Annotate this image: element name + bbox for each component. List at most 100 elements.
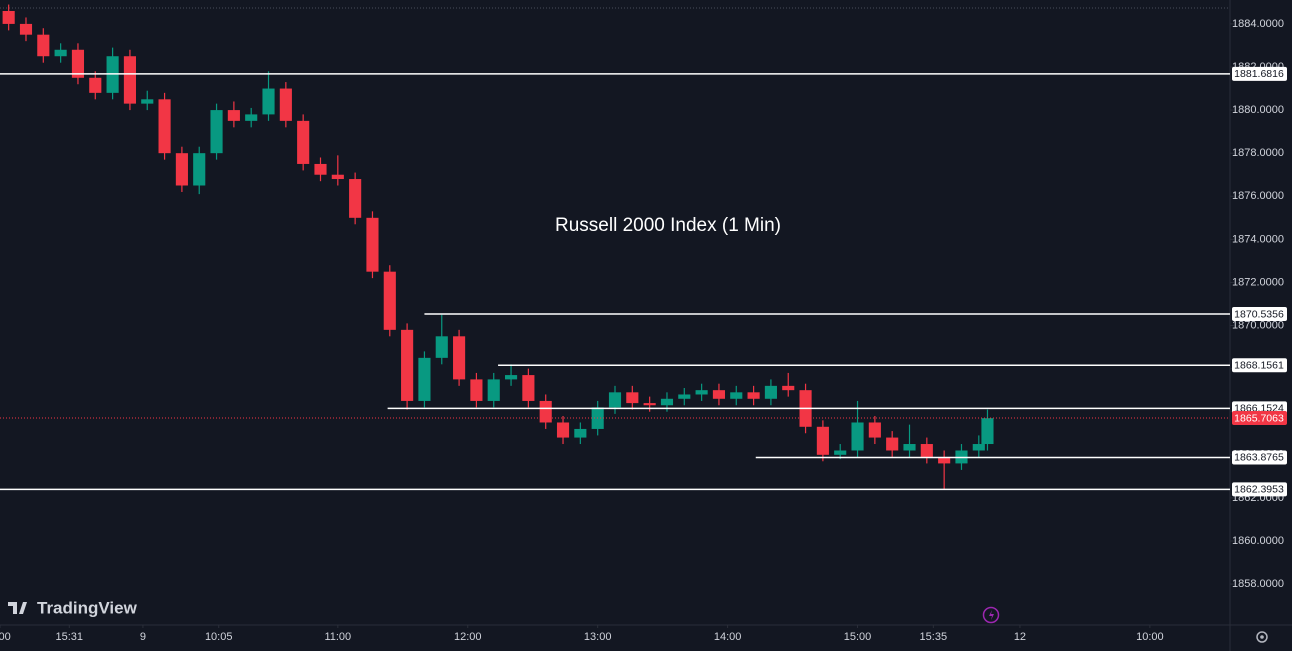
candle-body xyxy=(920,444,933,457)
level-label: 1881.6816 xyxy=(1234,68,1284,80)
candle-body xyxy=(331,174,344,180)
candle-body xyxy=(193,153,206,186)
candle-body xyxy=(764,385,777,399)
candle-body xyxy=(678,394,691,399)
y-tick-label: 1860.0000 xyxy=(1232,535,1284,547)
x-tick-label: 13:00 xyxy=(584,631,612,643)
candle-body xyxy=(981,418,994,445)
candle-body xyxy=(158,99,171,154)
chart-title: Russell 2000 Index (1 Min) xyxy=(555,215,781,236)
candle-body xyxy=(54,49,67,57)
candle-body xyxy=(123,56,136,104)
candle-body xyxy=(608,392,622,408)
candle-body xyxy=(660,398,674,406)
candle-body xyxy=(782,385,795,391)
y-tick-label: 1872.0000 xyxy=(1232,276,1284,288)
y-tick-label: 1884.0000 xyxy=(1232,18,1284,30)
replay-icon[interactable] xyxy=(982,606,1000,624)
candle-body xyxy=(834,450,847,455)
y-tick-label: 1878.0000 xyxy=(1232,147,1284,159)
settings-hub[interactable] xyxy=(1260,635,1264,639)
candle-body xyxy=(972,444,985,451)
candle-body xyxy=(210,110,223,154)
candle-body xyxy=(712,390,726,399)
candle-body xyxy=(816,426,829,455)
candle-body xyxy=(730,392,743,399)
level-label-box xyxy=(1232,358,1287,373)
logo: TradingView xyxy=(8,598,138,617)
x-tick-label: 15:35 xyxy=(920,631,948,643)
candle-body xyxy=(626,392,639,404)
candle-body xyxy=(643,403,656,406)
candle-body xyxy=(366,217,379,272)
x-tick-label: 10:00 xyxy=(1136,631,1164,643)
current-price-label: 1865.7063 xyxy=(1234,412,1284,424)
candle-body xyxy=(886,437,899,451)
candle-body xyxy=(574,428,587,438)
watermark: TradingView xyxy=(37,598,138,617)
x-tick-label: 15:00 xyxy=(844,631,872,643)
current-price-box xyxy=(1232,411,1287,426)
level-label: 1870.5356 xyxy=(1234,308,1284,320)
y-tick-label: 1870.0000 xyxy=(1232,319,1284,331)
candle-body xyxy=(418,357,431,401)
x-tick-label: 15:31 xyxy=(56,631,84,643)
replay-bolt[interactable] xyxy=(989,610,994,620)
x-tick-label: 12 xyxy=(1014,631,1026,643)
candle-body xyxy=(19,23,33,35)
candle-body xyxy=(487,379,500,401)
candle-body xyxy=(89,77,102,93)
level-label: 1868.1561 xyxy=(1234,360,1284,372)
x-tick-label: 12:00 xyxy=(454,631,482,643)
x-tick-label: 9 xyxy=(140,631,146,643)
candle-body xyxy=(522,375,535,401)
candle-body xyxy=(539,400,552,423)
candle-body xyxy=(695,390,708,395)
y-tick-label: 1874.0000 xyxy=(1232,233,1284,245)
candle-body xyxy=(227,110,240,121)
level-label-box xyxy=(1232,450,1287,465)
candle-body xyxy=(851,422,864,451)
candle-body xyxy=(470,379,483,401)
candle-body xyxy=(453,336,466,380)
candle-body xyxy=(401,329,414,401)
logo-icon xyxy=(8,602,27,614)
candle-body xyxy=(868,422,881,438)
y-tick-label: 1858.0000 xyxy=(1232,578,1284,590)
y-tick-label: 1876.0000 xyxy=(1232,190,1284,202)
candle-body xyxy=(279,88,292,121)
candle-body xyxy=(141,99,154,104)
candle-body xyxy=(245,114,258,121)
candle-body xyxy=(938,456,951,464)
y-tick-label: 1880.0000 xyxy=(1232,104,1284,116)
settings-gear[interactable] xyxy=(1256,631,1268,643)
settings-icon[interactable] xyxy=(1256,631,1268,643)
candle-body xyxy=(2,10,15,24)
level-label: 1862.3953 xyxy=(1234,484,1284,496)
level-label-box xyxy=(1232,66,1287,81)
candle-body xyxy=(349,179,362,218)
candle-body xyxy=(435,336,448,358)
candle-body xyxy=(903,444,916,451)
candle-body xyxy=(383,271,396,330)
candle-body xyxy=(262,88,275,115)
replay-circle[interactable] xyxy=(982,606,1000,624)
x-tick-label: 14:00 xyxy=(714,631,742,643)
candle-body xyxy=(37,34,50,57)
candle-body xyxy=(556,422,570,438)
candle-body xyxy=(747,392,760,399)
candle-body xyxy=(297,120,310,164)
candle-body xyxy=(504,375,518,380)
level-label-box xyxy=(1232,306,1287,321)
candle-body xyxy=(314,163,327,175)
level-label: 1863.8765 xyxy=(1234,452,1284,464)
level-label-box xyxy=(1232,482,1287,497)
candle-body xyxy=(71,49,85,78)
candle-body xyxy=(175,153,188,186)
x-tick-label: 10:05 xyxy=(205,631,233,643)
x-tick-label: 11:00 xyxy=(324,631,351,643)
x-tick-label: 6:00 xyxy=(0,631,11,643)
